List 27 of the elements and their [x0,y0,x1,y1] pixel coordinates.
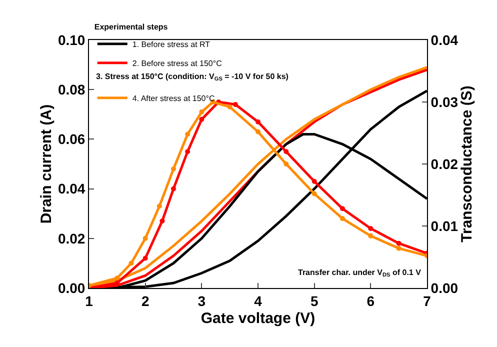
y2-tick-label: 0.01 [430,218,458,234]
legend-label: 1. Before stress at RT [132,40,210,49]
y-tick-label: 0.04 [58,180,86,197]
x-tick-label: 6 [366,292,375,309]
annotation: 3. Stress at 150°C (condition: V$_{GS}$ = -10 V for 50 ks) [96,72,289,83]
y2-tick-label: 0.00 [430,280,458,296]
y2-tick-label: 0.03 [430,94,458,110]
annotation: Transfer char. under V$_{DS}$ of 0.1 V [298,268,422,279]
x-tick-label: 3 [198,292,206,309]
legend-label: 4. After stress at 150°C [132,94,215,104]
y-tick-label: 0.10 [58,32,86,48]
y-tick-label: 0.06 [58,131,86,148]
x-tick-label: 5 [310,292,318,309]
legend-label: 2. Before stress at 150°C [132,58,222,68]
x-tick-label: 1 [85,292,94,309]
y2-tick-label: 0.04 [430,32,458,48]
legend-title: Experimental steps [94,22,168,32]
x-tick-label: 4 [254,292,262,309]
y-tick-label: 0.02 [58,230,86,246]
x-tick-label: 7 [423,292,432,309]
y-tick-label: 0.08 [58,82,86,98]
x-tick-label: 2 [141,292,150,309]
y-axis-title: Drain current (A) [38,104,56,224]
x-axis-title: Gate voltage (V) [200,310,316,327]
y-tick-label: 0.00 [58,280,86,296]
y2-tick-label: 0.02 [430,156,458,172]
y2-axis-title: Transconductance (S) [458,86,476,242]
